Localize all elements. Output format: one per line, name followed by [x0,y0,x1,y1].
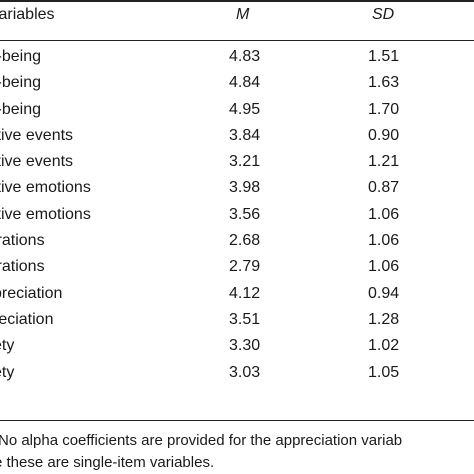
variable-name: itive emotions [0,205,91,223]
variable-name: itive events [0,153,74,171]
sd-value: 1.28 [368,310,400,328]
note-line: No alpha coefficients are provided for t… [0,432,403,449]
variable-name: preciation [0,284,63,302]
mean-value: 4.83 [229,48,261,65]
variable-name: ety [0,337,15,355]
column-header-variables: Variables [0,6,55,23]
table-row: ety 3.03 1.05 [0,364,474,390]
sd-value: 0.94 [368,284,400,302]
variable-name: irations [0,258,45,276]
mean-value: 3.84 [229,126,261,144]
table-row: l-being 4.95 1.70 [0,101,474,127]
sd-value: 1.21 [368,153,400,171]
column-header-mean: M [236,6,250,23]
sd-value: 1.05 [368,363,400,381]
sd-value: 1.63 [368,74,400,92]
variable-name: itive emotions [0,179,91,197]
sd-value: 1.06 [368,258,400,276]
mean-value: 3.30 [229,337,261,355]
mean-value: 4.12 [229,284,261,302]
header-rule [0,40,474,41]
variable-name: reciation [0,310,54,328]
column-header-sd: SD [372,6,395,23]
mean-value: 4.95 [229,100,261,118]
table-row: itive emotions 3.56 1.06 [0,206,474,232]
top-rule [0,0,474,2]
table-row: preciation 4.12 0.94 [0,285,474,311]
mean-value: 3.56 [229,205,261,223]
table-row: ety 3.30 1.02 [0,337,474,363]
mean-value: 2.68 [229,232,261,250]
sd-value: 1.51 [368,48,400,65]
mean-value: 4.84 [229,74,261,92]
variable-name: itive events [0,126,74,144]
variable-name: l-being [0,48,42,65]
sd-value: 0.87 [368,179,400,197]
table-row: itive emotions 3.98 0.87 [0,179,474,205]
mean-value: 3.51 [229,310,261,328]
table-row: l-being 4.83 1.51 [0,48,474,74]
sd-value: 1.70 [368,100,400,118]
table-row: irations 2.79 1.06 [0,258,474,284]
sd-value: 1.06 [368,205,400,223]
table-row: itive events 3.84 0.90 [0,127,474,153]
mean-value: 3.03 [229,363,261,381]
mean-value: 3.21 [229,153,261,171]
sd-value: 1.06 [368,232,400,250]
note-line: e these are single-item variables. [0,454,215,471]
table-row: l-being 4.84 1.63 [0,74,474,100]
variable-name: ety [0,363,15,381]
bottom-rule [0,420,474,421]
table-body: l-being 4.83 1.51 l-being 4.84 1.63 l-be… [0,48,474,390]
table-row: reciation 3.51 1.28 [0,311,474,337]
sd-value: 0.90 [368,126,400,144]
table-row: irations 2.68 1.06 [0,232,474,258]
sd-value: 1.02 [368,337,400,355]
mean-value: 2.79 [229,258,261,276]
variable-name: l-being [0,100,42,118]
table-row: itive events 3.21 1.21 [0,153,474,179]
mean-value: 3.98 [229,179,261,197]
variable-name: irations [0,232,45,250]
variable-name: l-being [0,74,42,92]
